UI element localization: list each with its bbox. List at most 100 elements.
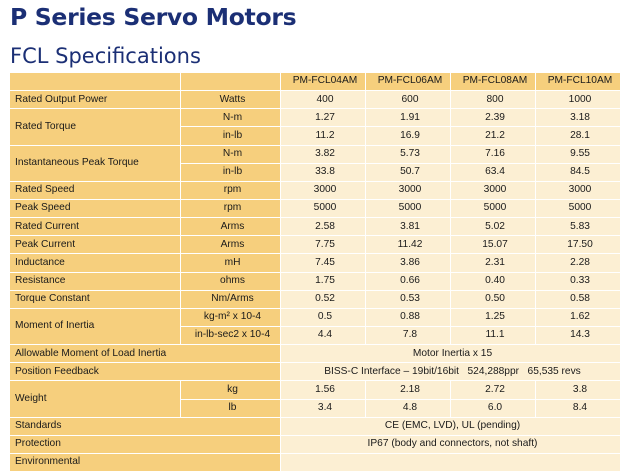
param-label: Allowable Moment of Load Inertia xyxy=(10,344,281,364)
value-cell: 1000 xyxy=(535,90,621,110)
param-label: Peak Speed xyxy=(10,199,181,219)
value-cell xyxy=(280,453,621,472)
value-cell: 21.2 xyxy=(450,126,536,146)
table-row-environmental: Environmental xyxy=(10,453,621,472)
param-unit: rpm xyxy=(180,181,281,200)
table-row-weight-lb: lb 3.4 4.8 6.0 8.4 xyxy=(10,399,621,418)
value-cell: 3000 xyxy=(535,181,621,200)
value-cell: 5.73 xyxy=(365,145,451,164)
value-cell: BISS-C Interface – 19bit/16bit 524,288pp… xyxy=(280,362,621,382)
value-cell: IP67 (body and connectors, not shaft) xyxy=(280,435,621,454)
value-cell: 2.58 xyxy=(280,217,366,237)
value-cell: 15.07 xyxy=(450,235,536,255)
header-blank-cell xyxy=(180,73,281,92)
value-cell: 17.50 xyxy=(535,235,621,255)
value-cell: 3000 xyxy=(280,181,366,200)
value-cell: 3.18 xyxy=(535,108,621,128)
value-cell: 28.1 xyxy=(535,126,621,146)
value-cell: 3.8 xyxy=(535,380,621,400)
table-row-rated-output-power: Rated Output Power Watts 400 600 800 100… xyxy=(10,90,621,110)
param-label: Rated Output Power xyxy=(10,90,181,110)
param-label: Protection xyxy=(10,435,281,454)
param-unit: ohms xyxy=(180,272,281,291)
value-cell: 7.45 xyxy=(280,253,366,273)
table-row-peak-torque-nm: Instantaneous Peak Torque N-m 3.82 5.73 … xyxy=(10,145,621,182)
param-unit: in-lb xyxy=(180,163,281,182)
param-label: Instantaneous Peak Torque xyxy=(10,145,181,182)
header-blank-cell xyxy=(10,73,181,92)
value-cell: 3000 xyxy=(450,181,536,200)
param-unit: in-lb xyxy=(180,126,281,146)
value-cell: 2.18 xyxy=(365,380,451,400)
table-row-peak-torque-inlb: in-lb 33.8 50.7 63.4 84.5 xyxy=(10,163,621,182)
param-label: Position Feedback xyxy=(10,362,281,382)
param-label: Environmental xyxy=(10,453,281,472)
value-cell: 14.3 xyxy=(535,326,621,346)
value-cell: 6.0 xyxy=(450,399,536,418)
param-label: Rated Speed xyxy=(10,181,181,200)
value-cell: CE (EMC, LVD), UL (pending) xyxy=(280,417,621,436)
value-cell: Motor Inertia x 15 xyxy=(280,344,621,364)
value-cell: 400 xyxy=(280,90,366,110)
table-row-standards: Standards CE (EMC, LVD), UL (pending) xyxy=(10,417,621,436)
value-cell: 5000 xyxy=(280,199,366,219)
table-row-weight-kg: Weight kg 1.56 2.18 2.72 3.8 xyxy=(10,380,621,418)
value-cell: 1.56 xyxy=(280,380,366,400)
value-cell: 11.1 xyxy=(450,326,536,346)
param-label: Moment of Inertia xyxy=(10,308,181,346)
value-cell: 11.2 xyxy=(280,126,366,146)
value-cell: 0.50 xyxy=(450,290,536,309)
table-row-rated-torque-nm: Rated Torque N-m 1.27 1.91 2.39 3.18 xyxy=(10,108,621,146)
value-cell: 84.5 xyxy=(535,163,621,182)
param-unit: mH xyxy=(180,253,281,273)
model-header: PM-FCL04AM xyxy=(280,73,366,92)
value-cell: 3000 xyxy=(365,181,451,200)
param-unit: Arms xyxy=(180,217,281,237)
model-header: PM-FCL10AM xyxy=(535,73,621,92)
table-row-peak-current: Peak Current Arms 7.75 11.42 15.07 17.50 xyxy=(10,235,621,255)
value-cell: 8.4 xyxy=(535,399,621,418)
value-cell: 4.8 xyxy=(365,399,451,418)
param-unit: in-lb-sec2 x 10-4 xyxy=(180,326,281,346)
table-row-inductance: Inductance mH 7.45 3.86 2.31 2.28 xyxy=(10,253,621,273)
value-cell: 3.86 xyxy=(365,253,451,273)
value-cell: 11.42 xyxy=(365,235,451,255)
table-row-peak-speed: Peak Speed rpm 5000 5000 5000 5000 xyxy=(10,199,621,219)
value-cell: 0.33 xyxy=(535,272,621,291)
value-cell: 7.8 xyxy=(365,326,451,346)
param-label: Resistance xyxy=(10,272,181,291)
value-cell: 5000 xyxy=(365,199,451,219)
param-unit: Watts xyxy=(180,90,281,110)
param-unit: kg xyxy=(180,380,281,400)
table-row-rated-current: Rated Current Arms 2.58 3.81 5.02 5.83 xyxy=(10,217,621,237)
value-cell: 0.58 xyxy=(535,290,621,309)
value-cell: 2.39 xyxy=(450,108,536,128)
value-cell: 5000 xyxy=(450,199,536,219)
table-row-inertia-kgm2: Moment of Inertia kg-m² x 10-4 0.5 0.88 … xyxy=(10,308,621,346)
param-unit: lb xyxy=(180,399,281,418)
table-row-inertia-inlb: in-lb-sec2 x 10-4 4.4 7.8 11.1 14.3 xyxy=(10,326,621,346)
value-cell: 2.72 xyxy=(450,380,536,400)
model-header: PM-FCL08AM xyxy=(450,73,536,92)
value-cell: 1.25 xyxy=(450,308,536,327)
table-row-rated-torque-inlb: in-lb 11.2 16.9 21.2 28.1 xyxy=(10,126,621,146)
param-unit: N-m xyxy=(180,145,281,164)
value-cell: 0.53 xyxy=(365,290,451,309)
value-cell: 1.75 xyxy=(280,272,366,291)
value-cell: 16.9 xyxy=(365,126,451,146)
table-row-rated-speed: Rated Speed rpm 3000 3000 3000 3000 xyxy=(10,181,621,200)
value-cell: 63.4 xyxy=(450,163,536,182)
page-title: P Series Servo Motors xyxy=(10,3,297,31)
model-header: PM-FCL06AM xyxy=(365,73,451,92)
table-row-torque-constant: Torque Constant Nm/Arms 0.52 0.53 0.50 0… xyxy=(10,290,621,309)
table-row-load-inertia: Allowable Moment of Load Inertia Motor I… xyxy=(10,344,621,364)
value-cell: 5000 xyxy=(535,199,621,219)
value-cell: 2.31 xyxy=(450,253,536,273)
value-cell: 0.66 xyxy=(365,272,451,291)
param-unit: rpm xyxy=(180,199,281,219)
value-cell: 3.82 xyxy=(280,145,366,164)
value-cell: 5.02 xyxy=(450,217,536,237)
param-unit: N-m xyxy=(180,108,281,128)
param-label: Rated Torque xyxy=(10,108,181,146)
param-label: Weight xyxy=(10,380,181,418)
